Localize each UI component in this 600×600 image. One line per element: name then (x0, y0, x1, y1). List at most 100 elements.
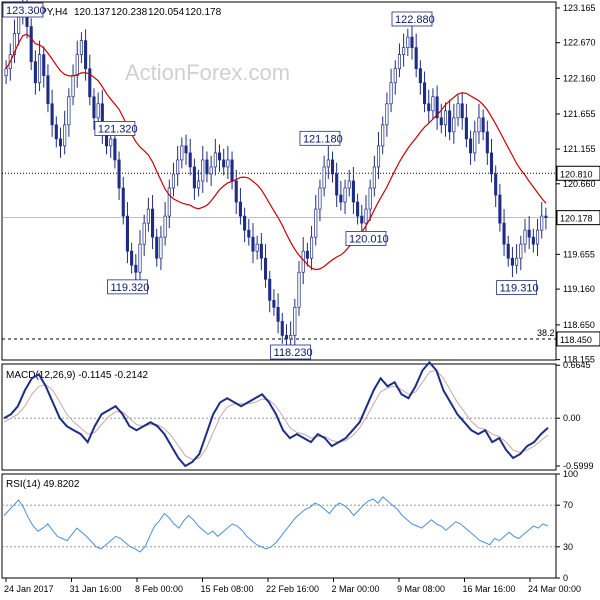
candle-body (523, 229, 527, 245)
candle-body (138, 243, 142, 273)
candle-body (71, 75, 75, 98)
annotation-label: 123.300 (6, 5, 46, 17)
macd-line (3, 360, 549, 468)
candle-body (255, 243, 259, 252)
candle-body (423, 82, 427, 105)
candle-body (443, 110, 448, 126)
candle-body (151, 208, 155, 238)
annotation-box (270, 344, 312, 360)
moving-average (5, 33, 547, 271)
candle-body (364, 208, 368, 224)
candle-body (259, 243, 263, 259)
rsi-y-tick-label: 100 (563, 469, 578, 479)
candle-body (75, 54, 79, 77)
annotation-label: 121.180 (303, 133, 343, 145)
price-y-tick-label: 120.660 (563, 179, 596, 189)
candle-body (284, 335, 289, 340)
candle-body (197, 180, 201, 189)
candle-body (293, 307, 297, 336)
candle-body (17, 15, 21, 34)
candle-body (4, 68, 8, 77)
candle-body (117, 159, 121, 189)
candle-body (502, 222, 506, 245)
candles (4, 0, 548, 351)
candle-body (456, 103, 460, 119)
annotation-box (345, 231, 387, 246)
candle-body (460, 103, 464, 119)
price-panel-frame (1, 1, 557, 361)
price-annotations: 123.300 121.320 119.320 118.230 121.180 120.0… (2, 2, 539, 360)
candle-body (50, 103, 54, 126)
candle-body (263, 257, 268, 280)
candle-body (335, 173, 339, 196)
candle-body (506, 243, 510, 259)
candle-body (385, 103, 389, 126)
candle-body (134, 264, 138, 273)
candle-body (12, 33, 17, 55)
candle-body (176, 159, 180, 175)
candle-body (393, 68, 397, 84)
candle-body (326, 159, 330, 168)
candle-body (201, 159, 205, 182)
candle-body (155, 236, 159, 259)
ohlc-low: 120.054 (148, 7, 185, 18)
macd-y-tick-label: 0.00 (563, 413, 581, 423)
level-price-label: 118.450 (560, 335, 592, 345)
candle-body (113, 138, 117, 161)
candle-body (314, 208, 318, 238)
candle-body (305, 250, 309, 259)
candle-body (351, 180, 355, 203)
candle-body (527, 229, 531, 238)
candle-body (410, 36, 414, 48)
price-y-tick-label: 118.650 (563, 320, 595, 330)
rsi-line (3, 496, 549, 553)
level-price-label: 120.810 (560, 169, 593, 179)
candle-body (243, 215, 247, 231)
candle-body (167, 187, 171, 217)
x-tick-label: 16 Mar 16:00 (463, 584, 516, 594)
macd-plot: 0.6645 0.00 -0.5999 (2, 360, 594, 471)
candle-body (280, 321, 284, 336)
candle-body (301, 250, 305, 273)
x-tick-label: 15 Feb 08:00 (201, 584, 254, 594)
rsi-y-tick-label: 0 (563, 573, 568, 583)
candle-body (54, 124, 58, 140)
price-y-tick-label: 119.160 (563, 284, 595, 294)
annotation-box (299, 130, 341, 146)
candle-body (289, 335, 293, 340)
watermark: ActionForex.com (125, 60, 290, 85)
x-tick-label: 31 Jan 16:00 (70, 584, 122, 594)
candle-body (142, 222, 146, 245)
candle-body (33, 61, 37, 84)
candle-body (159, 236, 163, 259)
price-y-tick-label: 122.160 (563, 74, 596, 84)
level-price-box (556, 331, 600, 347)
annotation-label: 121.320 (98, 123, 138, 135)
ohlc-high: 120.238 (111, 7, 148, 18)
macd-signal-line (3, 369, 549, 461)
candle-body (464, 117, 468, 140)
ohlc-open: 120.137 (74, 7, 111, 18)
candle-body (79, 40, 83, 55)
current-price-box (556, 210, 600, 226)
macd-y-tick-label: -0.5999 (563, 461, 594, 471)
candle-body (247, 229, 251, 238)
candle-body (406, 36, 410, 48)
candle-body (343, 187, 347, 203)
annotation-box (2, 2, 44, 18)
candle-body (42, 54, 46, 77)
price-y-tick-label: 123.165 (563, 3, 596, 13)
candle-body (372, 166, 376, 189)
rsi-plot: 100 70 30 0 (2, 469, 578, 583)
candle-body (171, 173, 176, 189)
candle-body (276, 307, 280, 322)
candle-body (418, 68, 422, 84)
price-y-axis: 123.165 122.670 122.160 121.655 121.155 120.6… (556, 3, 596, 365)
candle-body (427, 103, 431, 112)
candle-body (473, 131, 477, 154)
candle-body (58, 138, 63, 147)
candle-body (96, 103, 100, 119)
current-price-label: 120.178 (560, 214, 593, 224)
candle-body (180, 145, 184, 161)
